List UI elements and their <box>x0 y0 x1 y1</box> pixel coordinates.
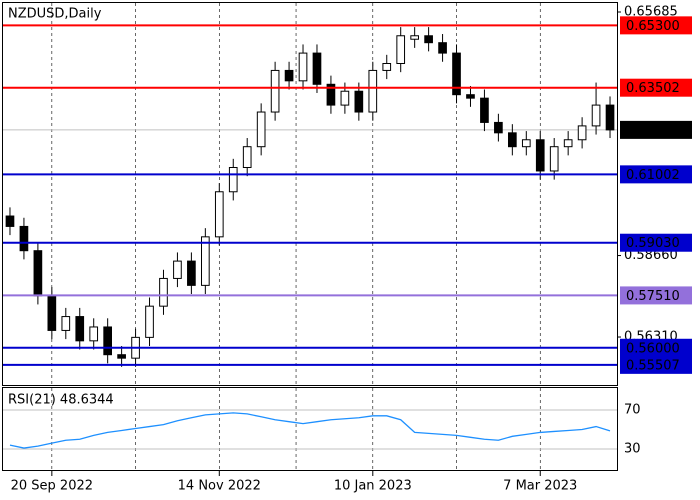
level-label: 0.57510 <box>626 289 680 304</box>
candle-body <box>187 260 196 286</box>
level-label: 0.56000 <box>626 341 680 356</box>
x-tick-label: 14 Nov 2022 <box>178 479 261 494</box>
rsi-line <box>9 412 611 449</box>
candle-body <box>256 111 266 148</box>
candle-body <box>424 35 433 44</box>
candle-body <box>103 326 112 356</box>
candle-body <box>577 125 587 141</box>
candle-body <box>284 69 294 82</box>
candle-body <box>33 250 43 297</box>
candle-body <box>368 69 378 113</box>
candle-body <box>340 90 350 106</box>
x-tick-label: 20 Sep 2022 <box>11 479 93 494</box>
candle-body <box>605 104 615 131</box>
candle-body <box>19 225 29 252</box>
level-label-box <box>620 78 692 97</box>
y-tick-label: 30 <box>624 442 641 457</box>
candle-body <box>480 97 489 123</box>
candle-body <box>354 90 364 113</box>
candle-body <box>466 94 475 99</box>
level-label-box <box>620 286 692 305</box>
candle-body <box>410 35 419 40</box>
candle-body <box>117 354 126 359</box>
candle-body <box>438 42 447 54</box>
x-tick-label: 10 Jan 2023 <box>334 479 412 494</box>
level-label-box <box>620 16 692 35</box>
candle-body <box>326 83 336 106</box>
candle-body <box>201 236 210 286</box>
level-label-box <box>620 120 692 139</box>
rsi-panel <box>2 387 618 471</box>
level-label-box <box>620 355 692 374</box>
level-label: 0.65300 <box>626 19 680 34</box>
level-label: 0.55507 <box>626 358 680 373</box>
y-tick-label: 0.65685 <box>624 5 678 20</box>
candle-body <box>494 121 503 134</box>
candle-body <box>214 191 224 238</box>
candle-body <box>61 316 71 331</box>
candle-body <box>396 35 406 64</box>
level-label: 0.63502 <box>626 81 680 96</box>
level-label-box <box>620 165 692 184</box>
candle-body <box>159 277 168 307</box>
y-tick-label: 0.58660 <box>624 248 678 263</box>
candle-body <box>228 166 238 193</box>
candle-body <box>549 146 559 172</box>
candle-body <box>563 139 573 148</box>
candle-body <box>452 52 461 96</box>
chart-title: NZDUSD,Daily <box>8 7 102 22</box>
level-label-box <box>620 233 692 252</box>
x-tick-label: 7 Mar 2023 <box>503 479 577 494</box>
candle-body <box>75 316 85 342</box>
candle-body <box>173 260 182 279</box>
candle-body <box>312 52 322 85</box>
candle-body <box>508 132 517 148</box>
candle-body <box>270 69 280 113</box>
candle-body <box>242 146 252 168</box>
candle-body <box>5 215 15 227</box>
level-label: 0.61002 <box>626 168 680 183</box>
level-label: 0.59030 <box>626 236 680 251</box>
candle-body <box>47 295 57 331</box>
rsi-title: RSI(21) 48.6344 <box>8 393 114 408</box>
candle-body <box>521 139 531 148</box>
candle-body <box>298 52 308 82</box>
candle-body <box>535 139 545 172</box>
main-panel <box>2 2 618 386</box>
candle-body <box>89 326 99 342</box>
y-tick-label: 70 <box>624 402 641 417</box>
candle-body <box>382 62 392 71</box>
level-label: 0.62285 <box>626 123 680 138</box>
level-label-box <box>620 338 692 357</box>
candle-body <box>145 305 154 338</box>
candle-body <box>591 104 601 127</box>
